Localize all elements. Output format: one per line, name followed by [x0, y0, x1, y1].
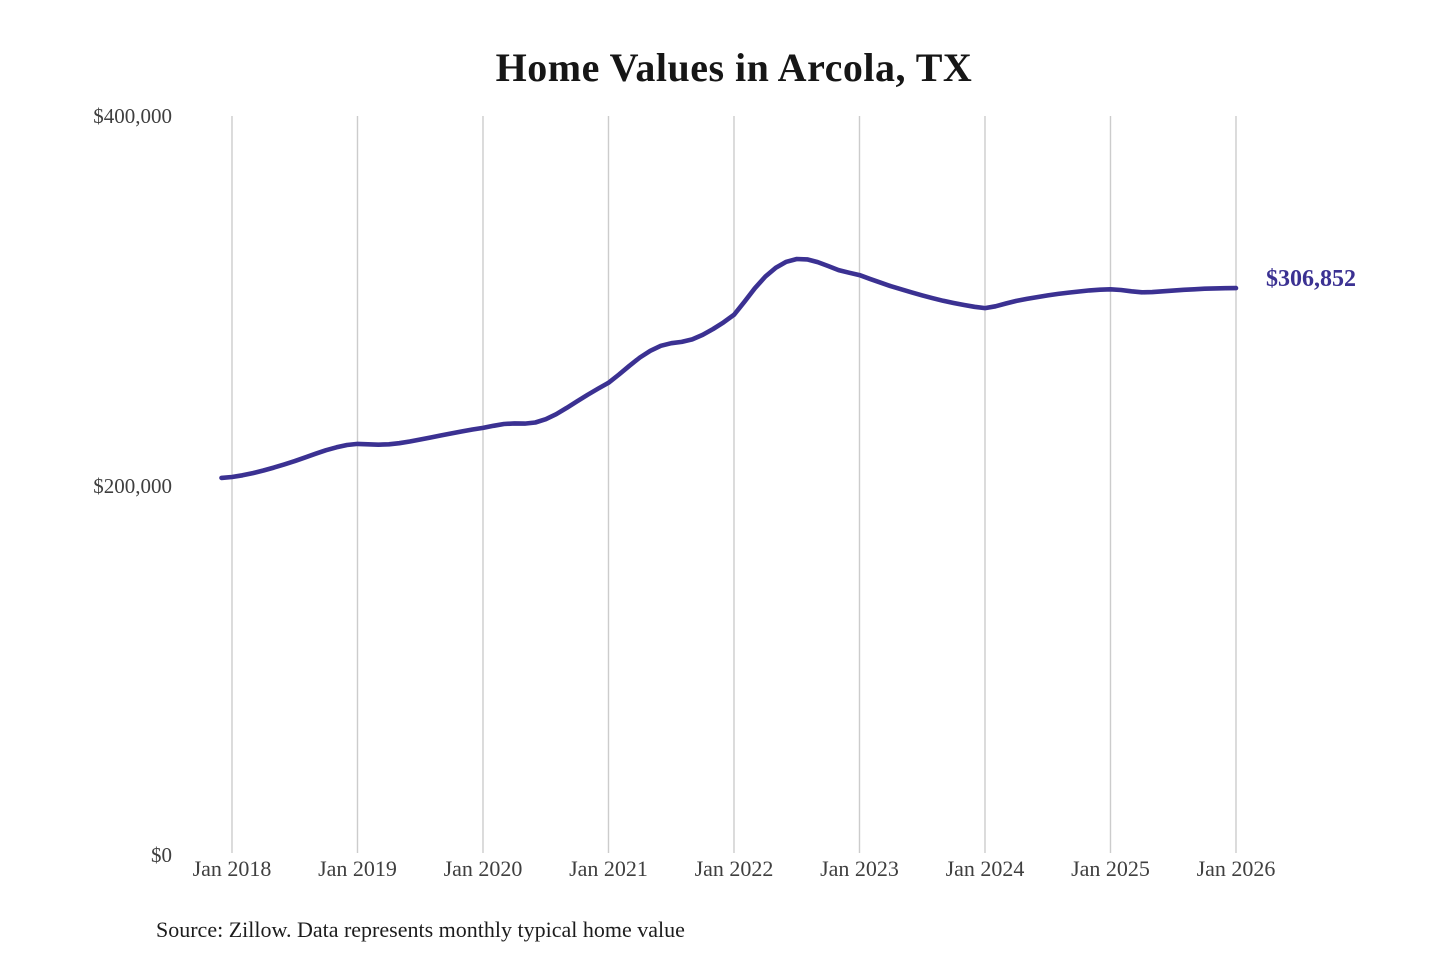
x-axis-tick-label: Jan 2026 [1196, 856, 1276, 881]
source-note: Source: Zillow. Data represents monthly … [156, 917, 685, 942]
x-axis-tick-label: Jan 2018 [192, 856, 272, 881]
x-axis-tick-label: Jan 2023 [820, 856, 899, 881]
x-axis-tick-label: Jan 2024 [945, 856, 1025, 881]
y-axis-tick-label: $400,000 [93, 104, 172, 128]
y-axis-tick-label: $200,000 [93, 473, 172, 498]
x-axis-tick-label: Jan 2025 [1071, 856, 1150, 881]
x-axis-tick-label: Jan 2022 [694, 856, 774, 881]
home-value-line [219, 256, 1239, 481]
y-axis-tick-label: $0 [151, 843, 172, 867]
x-axis-tick-label: Jan 2020 [443, 856, 523, 881]
vertical-gridlines [231, 116, 1237, 853]
x-axis-tick-label: Jan 2021 [569, 856, 648, 881]
chart-title: Home Values in Arcola, TX [495, 45, 973, 90]
x-axis-tick-label: Jan 2019 [318, 856, 397, 881]
current-value-label: $306,852 [1266, 266, 1356, 293]
